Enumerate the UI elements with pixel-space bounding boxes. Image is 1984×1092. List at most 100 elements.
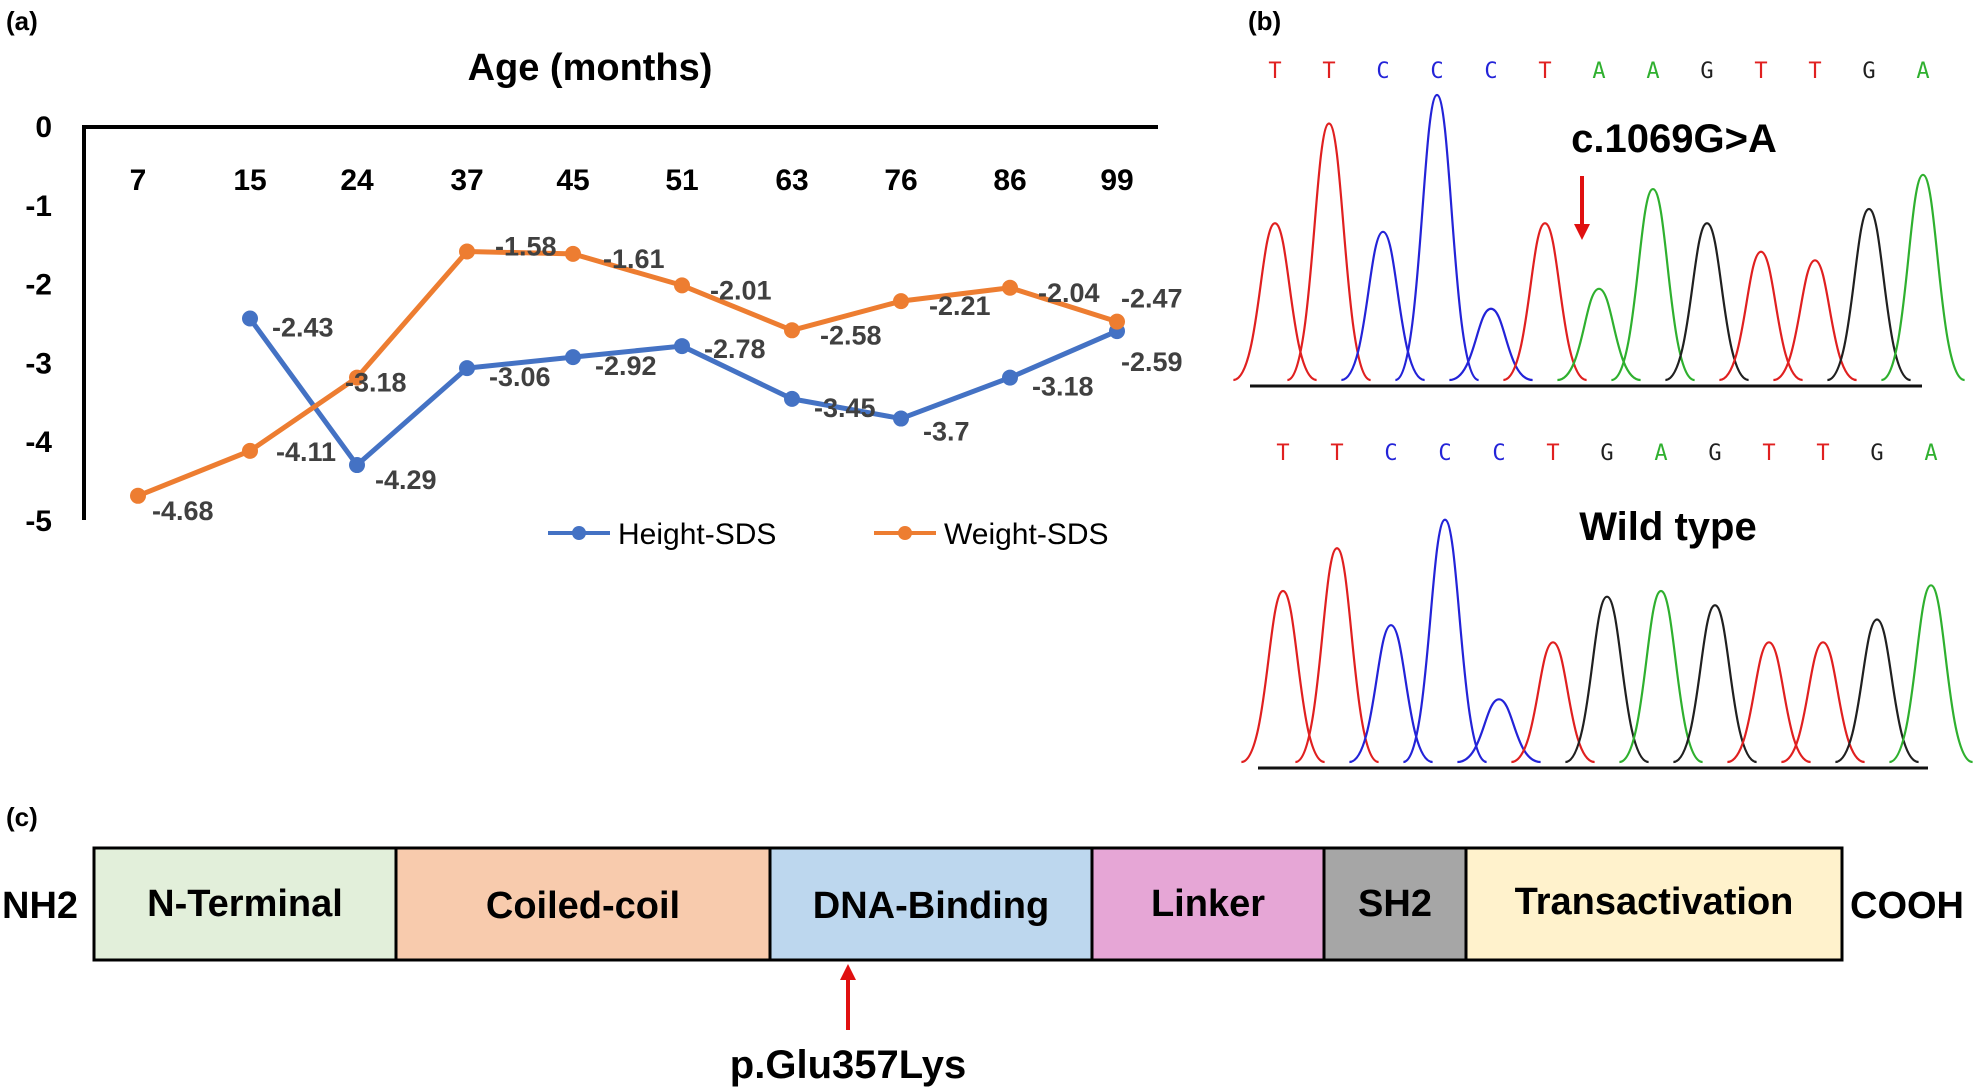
series-points <box>130 243 1125 504</box>
mutant-peak <box>1665 222 1749 382</box>
y-tick-label: -1 <box>25 190 52 223</box>
data-point-height-sds <box>565 349 581 366</box>
panel-label-b: (b) <box>1248 6 1281 36</box>
x-tick-label: 51 <box>665 164 698 197</box>
mutant-peak <box>1286 122 1372 382</box>
y-tick-label: -3 <box>25 347 52 380</box>
legend-height-label: Height-SDS <box>618 518 776 551</box>
data-label-weight-sds: -3.18 <box>345 368 407 398</box>
data-label-height-sds: -3.06 <box>489 362 551 392</box>
wildtype-base-call: C <box>1438 441 1451 466</box>
data-label-height-sds: -2.78 <box>704 334 766 364</box>
data-label-weight-sds: -2.01 <box>710 275 772 305</box>
mutant-peak <box>1233 222 1317 382</box>
sds-line-chart: Age (months) 0 -1 -2 -3 -4 -5 7 15 24 37 45 51 63 76… <box>25 47 1182 551</box>
data-label-weight-sds: -4.11 <box>276 437 336 467</box>
chart-title: Age (months) <box>468 47 713 89</box>
x-tick-label: 63 <box>775 164 808 197</box>
domain-sh2-label: SH2 <box>1358 883 1432 925</box>
x-tick-labels: 7 15 24 37 45 51 63 76 86 99 <box>130 164 1134 197</box>
wildtype-base-call: T <box>1816 441 1829 466</box>
panel-label-a: (a) <box>6 6 38 36</box>
data-label-weight-sds: -1.58 <box>495 232 557 262</box>
wildtype-base-call: A <box>1654 441 1667 466</box>
data-point-height-sds <box>784 390 800 407</box>
data-label-weight-sds: -1.61 <box>603 244 665 274</box>
data-label-weight-sds: -2.58 <box>820 320 882 350</box>
legend-weight-label: Weight-SDS <box>944 518 1109 551</box>
data-label-weight-sds: -4.68 <box>152 496 214 526</box>
mutant-base-call: T <box>1808 59 1821 84</box>
wildtype-base-call: T <box>1546 441 1559 466</box>
legend-weight-marker <box>898 526 912 540</box>
mutant-peak <box>1610 187 1696 382</box>
mutant-peak <box>1557 287 1641 382</box>
legend-height-marker <box>572 526 586 540</box>
data-label-height-sds: -2.59 <box>1121 347 1183 377</box>
mutant-traces <box>1233 93 1966 382</box>
domain-linker <box>1090 846 1326 962</box>
data-label-height-sds: -3.7 <box>923 417 970 447</box>
cooh-label: COOH <box>1850 885 1964 927</box>
domain-coiled-coil-label: Coiled-coil <box>486 885 680 927</box>
panel-label-c: (c) <box>6 802 38 832</box>
y-tick-label: 0 <box>35 111 52 144</box>
data-point-weight-sds <box>1109 313 1125 330</box>
x-tick-label: 45 <box>556 164 589 197</box>
data-label-height-sds: -2.92 <box>595 351 657 381</box>
data-point-weight-sds <box>784 322 800 339</box>
mutant-base-call: T <box>1538 59 1551 84</box>
data-point-weight-sds <box>565 245 581 262</box>
data-label-height-sds: -3.18 <box>1032 372 1094 402</box>
wildtype-base-call: T <box>1276 441 1289 466</box>
wildtype-peak <box>1619 589 1703 764</box>
data-label-height-sds: -4.29 <box>375 465 437 495</box>
mutant-base-call: G <box>1700 59 1713 84</box>
domain-sh2 <box>1322 846 1468 962</box>
mutant-base-call: A <box>1646 59 1659 84</box>
data-point-height-sds <box>459 360 475 377</box>
wildtype-label: Wild type <box>1579 505 1756 549</box>
data-point-height-sds <box>242 310 258 327</box>
wildtype-base-call: G <box>1708 441 1721 466</box>
mutant-base-call: T <box>1322 59 1335 84</box>
wildtype-peak <box>1511 641 1595 764</box>
y-tick-label: -5 <box>25 505 52 538</box>
variant-label: c.1069G>A <box>1571 117 1777 161</box>
wildtype-peak <box>1241 589 1325 764</box>
mutant-peak <box>1880 173 1966 382</box>
protein-domain-diagram: NH2 COOH N-Terminal Coiled-coil DNA-Bind… <box>2 846 1964 1087</box>
data-point-weight-sds <box>130 487 146 504</box>
data-labels: -2.43-4.29-3.06 -2.92-2.78-3.45-3.7-3.18-… <box>152 232 1183 526</box>
mutant-peak <box>1827 207 1911 382</box>
data-point-weight-sds <box>1002 279 1018 296</box>
data-point-weight-sds <box>349 369 365 386</box>
data-point-height-sds <box>893 410 909 427</box>
wildtype-traces <box>1241 518 1973 764</box>
mutant-base-call: C <box>1430 59 1443 84</box>
wildtype-peak <box>1835 618 1919 764</box>
data-label-height-sds: -2.43 <box>272 312 334 342</box>
data-point-height-sds <box>674 338 690 355</box>
x-tick-label: 86 <box>993 164 1026 197</box>
mutant-peak <box>1503 222 1587 382</box>
domain-n-terminal-label: N-Terminal <box>147 883 343 925</box>
wildtype-peak <box>1294 547 1380 764</box>
mutant-base-call: G <box>1862 59 1875 84</box>
domain-linker-label: Linker <box>1151 883 1265 925</box>
data-point-weight-sds <box>893 293 909 310</box>
data-point-height-sds <box>349 457 365 474</box>
mutant-base-call: C <box>1484 59 1497 84</box>
wildtype-peak <box>1402 518 1488 764</box>
wildtype-peak <box>1457 698 1541 764</box>
y-tick-labels: 0 -1 -2 -3 -4 -5 <box>25 111 52 538</box>
data-point-weight-sds <box>242 442 258 459</box>
mutant-peak <box>1719 250 1803 382</box>
wildtype-base-call: G <box>1600 441 1613 466</box>
legend: Height-SDS Weight-SDS <box>548 518 1109 551</box>
domain-coiled-coil <box>394 846 772 962</box>
x-tick-label: 76 <box>884 164 917 197</box>
series-line-weight-sds <box>137 249 1118 499</box>
